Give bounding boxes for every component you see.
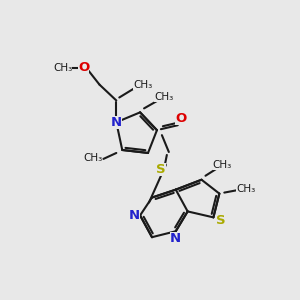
Text: CH₃: CH₃ — [53, 63, 72, 73]
Text: CH₃: CH₃ — [236, 184, 256, 194]
Text: CH₃: CH₃ — [213, 160, 232, 170]
Text: N: N — [111, 116, 122, 129]
Text: O: O — [175, 112, 186, 125]
Text: CH₃: CH₃ — [134, 80, 153, 90]
Text: N: N — [170, 232, 181, 245]
Text: S: S — [215, 214, 225, 227]
Text: CH₃: CH₃ — [83, 153, 102, 163]
Text: O: O — [78, 61, 89, 74]
Text: CH₃: CH₃ — [154, 92, 173, 103]
Text: N: N — [129, 209, 140, 222]
Text: S: S — [156, 163, 166, 176]
